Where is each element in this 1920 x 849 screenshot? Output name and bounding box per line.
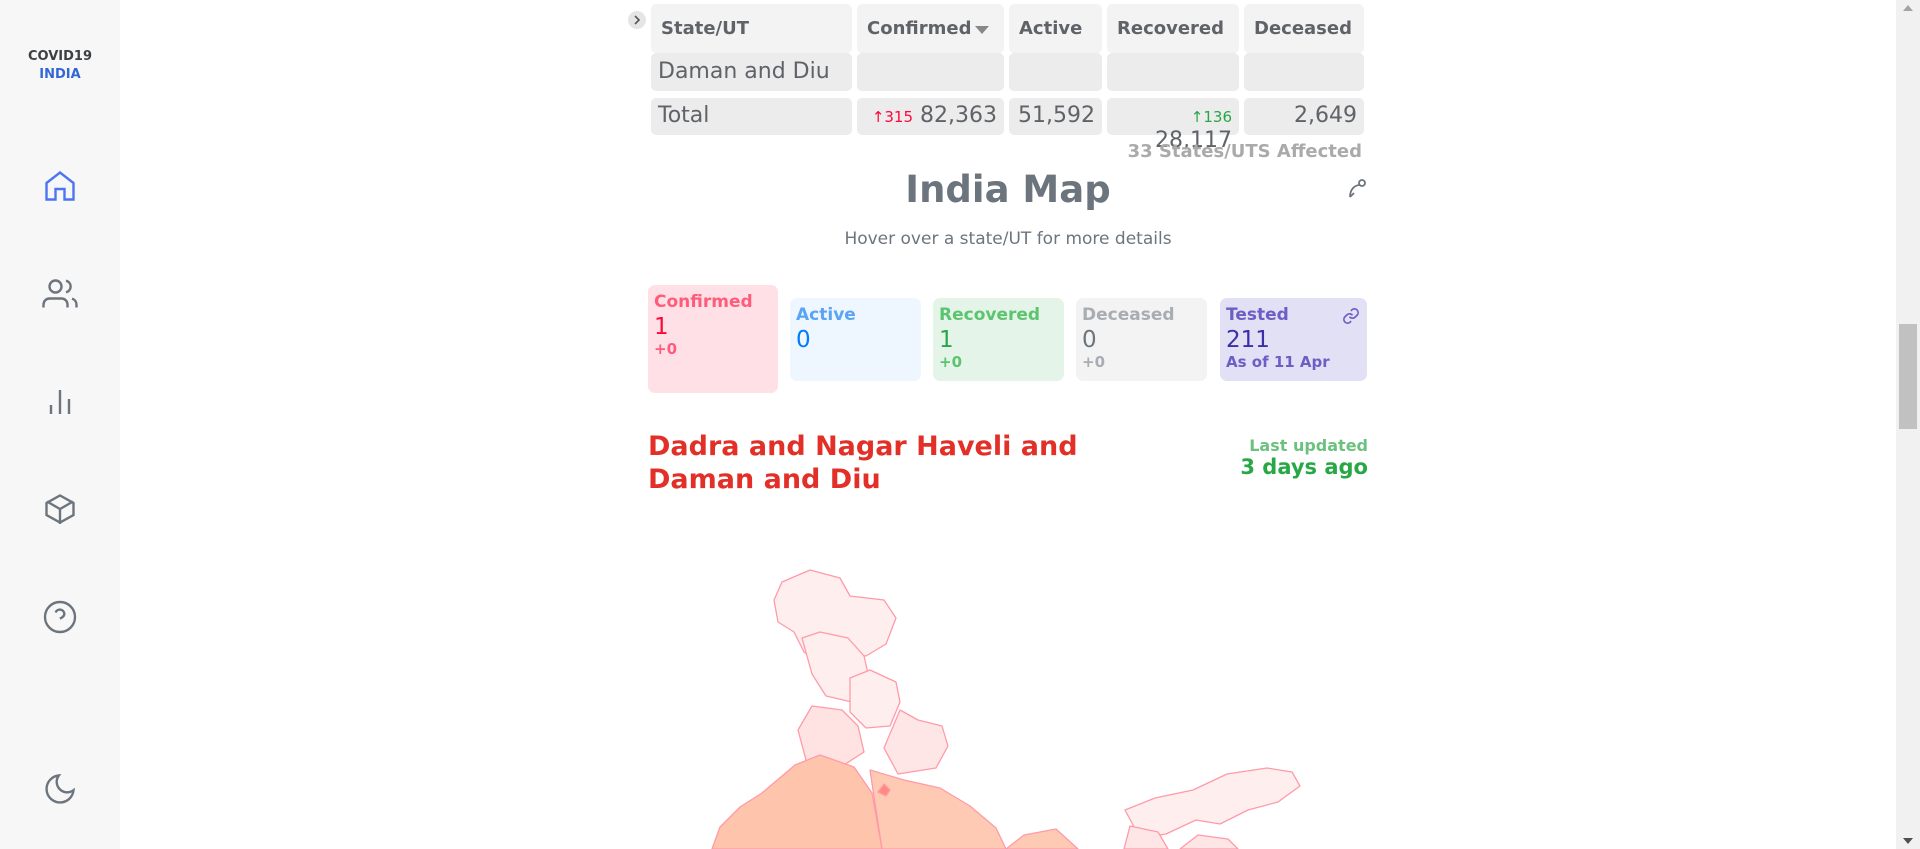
card-delta: +0 [654, 340, 678, 358]
scroll-up[interactable] [1903, 5, 1913, 11]
state-cell: Daman and Diu [651, 53, 852, 91]
brand-top: COVID19 [27, 49, 93, 64]
expand-button[interactable] [627, 10, 647, 30]
total-recovered: ↑136 28,117 [1107, 98, 1239, 153]
link-icon[interactable] [1342, 307, 1360, 325]
card-label: Active [796, 305, 856, 325]
home-icon[interactable] [42, 168, 78, 204]
delta: ↑136 [1190, 108, 1232, 126]
card-label: Deceased [1082, 305, 1175, 325]
share-icon[interactable] [1345, 177, 1369, 201]
card-value: 211 [1226, 327, 1270, 353]
card-value: 0 [1082, 327, 1097, 353]
cell [857, 53, 1004, 91]
card-value: 1 [939, 327, 954, 353]
tested-card[interactable]: Tested 211 As of 11 Apr [1220, 298, 1367, 381]
value: 28,117 [1155, 128, 1232, 153]
card-delta: +0 [1082, 353, 1106, 371]
header-recovered[interactable]: Recovered [1107, 4, 1239, 53]
chart-icon[interactable] [42, 384, 78, 420]
header-deceased[interactable]: Deceased [1244, 4, 1364, 53]
card-label: Recovered [939, 305, 1041, 325]
brand-bottom: INDIA [39, 67, 81, 82]
recovered-card[interactable]: Recovered 1 +0 [933, 298, 1064, 381]
last-updated-value: 3 days ago [1240, 455, 1368, 479]
cell [1244, 53, 1364, 91]
total-confirmed: ↑315 82,363 [857, 98, 1004, 135]
help-icon[interactable] [42, 599, 78, 635]
card-value: 1 [654, 314, 669, 340]
card-delta: +0 [939, 353, 963, 371]
card-value: 0 [796, 327, 811, 353]
header-confirmed[interactable]: Confirmed [857, 4, 1004, 53]
total-label: Total [651, 98, 852, 135]
header-state[interactable]: State/UT [651, 4, 852, 53]
card-label: Tested [1226, 305, 1289, 325]
state-name: Daman and Diu [658, 59, 830, 84]
last-updated-label: Last updated [1249, 436, 1368, 455]
card-delta: As of 11 Apr [1226, 353, 1330, 371]
deceased-card[interactable]: Deceased 0 +0 [1076, 298, 1207, 381]
state-title: Dadra and Nagar Haveli and Daman and Diu [648, 430, 1078, 496]
package-icon[interactable] [42, 491, 78, 527]
map-title: India Map [905, 168, 1111, 211]
sidebar: COVID19 INDIA [0, 0, 120, 849]
people-icon[interactable] [42, 276, 78, 312]
active-card[interactable]: Active 0 [790, 298, 921, 381]
header-text: Confirmed [867, 18, 972, 39]
confirmed-card[interactable]: Confirmed 1 +0 [648, 285, 778, 393]
delta: ↑315 [871, 108, 914, 126]
state-title-line: Daman and Diu [648, 464, 881, 495]
cell [1107, 53, 1239, 91]
cell [1009, 53, 1102, 91]
state-title-line: Dadra and Nagar Haveli and [648, 431, 1078, 462]
total-active: 51,592 [1009, 98, 1102, 135]
affected-note: 33 States/UTS Affected [1127, 141, 1362, 162]
scrollbar[interactable] [1896, 0, 1920, 849]
card-label: Confirmed [654, 292, 753, 312]
map-subtitle: Hover over a state/UT for more details [844, 229, 1172, 249]
value: 82,363 [920, 103, 997, 128]
header-active[interactable]: Active [1009, 4, 1102, 53]
total-deceased: 2,649 [1244, 98, 1364, 135]
sort-icon [975, 26, 989, 34]
scroll-thumb[interactable] [1899, 324, 1917, 429]
last-updated: Last updated 3 days ago [1240, 436, 1368, 479]
dark-mode-icon[interactable] [42, 771, 78, 807]
scroll-down[interactable] [1903, 838, 1913, 844]
india-map[interactable] [700, 560, 1350, 849]
